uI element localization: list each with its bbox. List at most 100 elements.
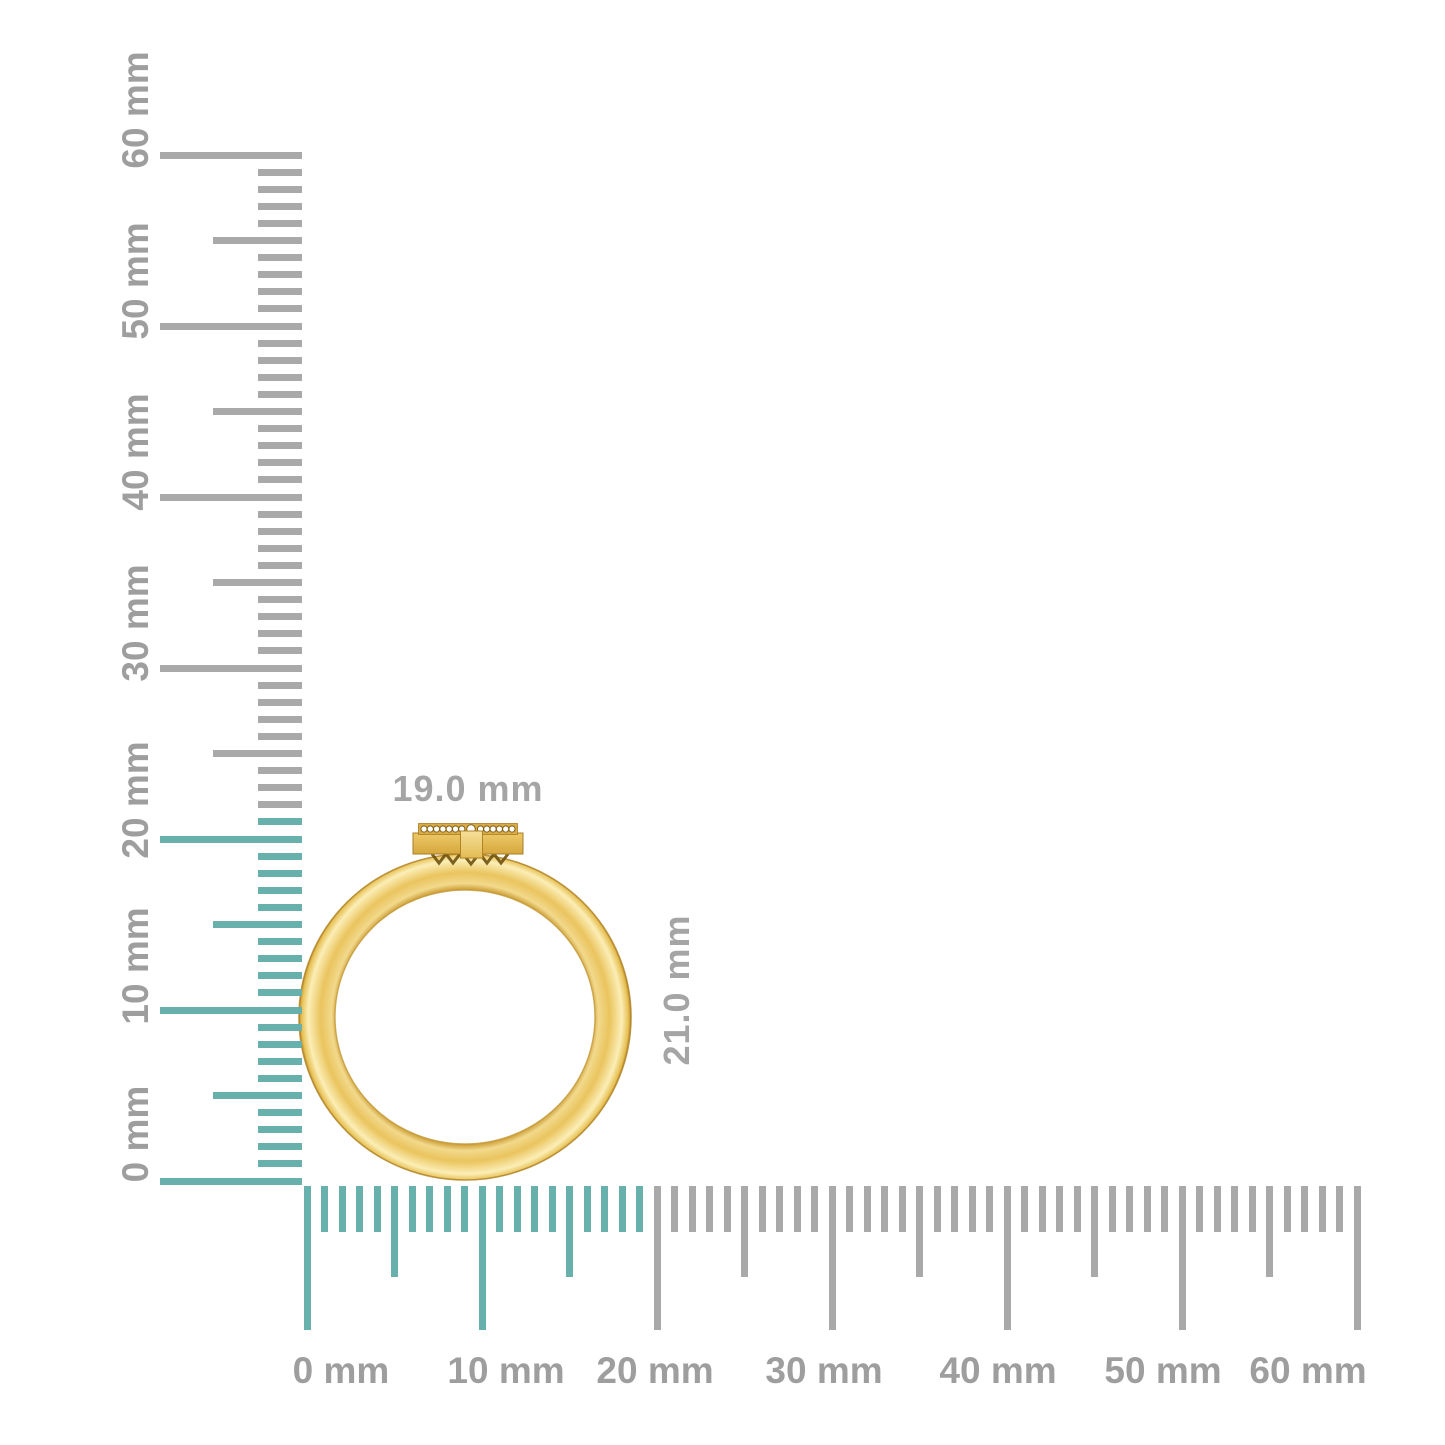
h-tick-13mm <box>531 1186 538 1232</box>
v-tick-6mm <box>258 1074 302 1082</box>
h-tick-49mm <box>1161 1186 1168 1232</box>
v-tick-17mm <box>258 886 302 894</box>
h-tick-22mm <box>688 1186 696 1232</box>
v-tick-45mm <box>213 408 302 415</box>
v-tick-37mm <box>258 544 302 552</box>
v-ruler-label-40-mm: 40 mm <box>115 393 156 511</box>
h-tick-40mm <box>1003 1186 1011 1330</box>
h-tick-4mm <box>373 1186 381 1232</box>
v-tick-24mm <box>258 767 302 775</box>
h-ruler-label-40-mm: 40 mm <box>939 1350 1057 1391</box>
v-tick-4mm <box>258 1109 302 1117</box>
v-tick-12mm <box>258 972 302 980</box>
h-tick-18mm <box>618 1186 626 1232</box>
v-ruler-label-30-mm: 30 mm <box>115 564 156 682</box>
v-tick-32mm <box>258 630 302 638</box>
diamond-row <box>420 824 516 834</box>
ring-head <box>412 823 524 859</box>
h-tick-29mm <box>811 1186 818 1232</box>
h-tick-21mm <box>671 1186 678 1232</box>
v-tick-31mm <box>258 647 302 655</box>
h-tick-10mm <box>478 1186 486 1330</box>
h-tick-5mm <box>391 1186 398 1277</box>
h-tick-7mm <box>426 1186 433 1232</box>
h-tick-37mm <box>951 1186 958 1232</box>
v-tick-38mm <box>258 527 302 535</box>
width-dimension-label: 19.0 mm <box>392 768 544 809</box>
h-tick-39mm <box>986 1186 993 1232</box>
h-tick-17mm <box>601 1186 608 1232</box>
v-tick-8mm <box>258 1040 302 1048</box>
v-tick-51mm <box>258 305 302 313</box>
h-tick-43mm <box>1056 1186 1063 1232</box>
h-tick-24mm <box>723 1186 731 1232</box>
v-tick-25mm <box>213 750 302 757</box>
v-tick-1mm <box>258 1160 302 1168</box>
v-tick-50mm <box>160 322 302 330</box>
h-tick-23mm <box>706 1186 713 1232</box>
h-tick-16mm <box>583 1186 591 1232</box>
v-tick-27mm <box>258 715 302 723</box>
h-tick-42mm <box>1038 1186 1046 1232</box>
v-tick-34mm <box>258 596 302 604</box>
v-tick-47mm <box>258 373 302 381</box>
v-tick-48mm <box>258 356 302 364</box>
h-tick-11mm <box>496 1186 503 1232</box>
bezel-knob <box>460 830 483 859</box>
h-ruler-label-60-mm: 60 mm <box>1249 1350 1367 1391</box>
v-tick-3mm <box>258 1126 302 1134</box>
h-tick-25mm <box>741 1186 748 1277</box>
h-tick-50mm <box>1178 1186 1186 1330</box>
h-tick-46mm <box>1108 1186 1116 1232</box>
v-tick-35mm <box>213 579 302 586</box>
v-tick-43mm <box>258 442 302 450</box>
h-tick-52mm <box>1213 1186 1221 1232</box>
v-tick-33mm <box>258 613 302 621</box>
v-ruler-label-60-mm: 60 mm <box>115 51 156 169</box>
v-tick-11mm <box>258 989 302 997</box>
v-tick-14mm <box>258 938 302 946</box>
h-tick-38mm <box>968 1186 976 1232</box>
h-tick-14mm <box>548 1186 556 1232</box>
h-tick-34mm <box>898 1186 906 1232</box>
v-tick-22mm <box>258 801 302 809</box>
v-tick-10mm <box>160 1006 302 1014</box>
h-tick-35mm <box>916 1186 923 1277</box>
h-tick-19mm <box>636 1186 643 1232</box>
h-tick-51mm <box>1196 1186 1203 1232</box>
v-tick-60mm <box>160 151 302 159</box>
v-tick-53mm <box>258 271 302 279</box>
v-tick-23mm <box>258 784 302 792</box>
h-tick-48mm <box>1143 1186 1151 1232</box>
v-tick-42mm <box>258 459 302 467</box>
h-tick-57mm <box>1301 1186 1308 1232</box>
v-tick-52mm <box>258 288 302 296</box>
ring-image <box>298 823 632 1181</box>
h-ruler-label-50-mm: 50 mm <box>1104 1350 1222 1391</box>
h-tick-36mm <box>933 1186 941 1232</box>
v-tick-49mm <box>258 339 302 347</box>
v-tick-28mm <box>258 698 302 706</box>
h-tick-58mm <box>1318 1186 1326 1232</box>
h-tick-8mm <box>443 1186 451 1232</box>
v-tick-36mm <box>258 561 302 569</box>
h-tick-32mm <box>863 1186 871 1232</box>
ring-band <box>298 853 632 1181</box>
v-ruler-label-10-mm: 10 mm <box>115 907 156 1025</box>
h-tick-55mm <box>1266 1186 1273 1277</box>
v-tick-54mm <box>258 254 302 262</box>
v-tick-29mm <box>258 681 302 689</box>
h-tick-28mm <box>793 1186 801 1232</box>
h-tick-56mm <box>1283 1186 1291 1232</box>
h-tick-44mm <box>1073 1186 1081 1232</box>
v-tick-59mm <box>258 168 302 176</box>
h-tick-53mm <box>1231 1186 1238 1232</box>
h-tick-2mm <box>338 1186 346 1232</box>
h-tick-27mm <box>776 1186 783 1232</box>
v-tick-9mm <box>258 1023 302 1031</box>
v-tick-56mm <box>258 219 302 227</box>
v-tick-16mm <box>258 903 302 911</box>
h-tick-15mm <box>566 1186 573 1277</box>
v-tick-41mm <box>258 476 302 484</box>
